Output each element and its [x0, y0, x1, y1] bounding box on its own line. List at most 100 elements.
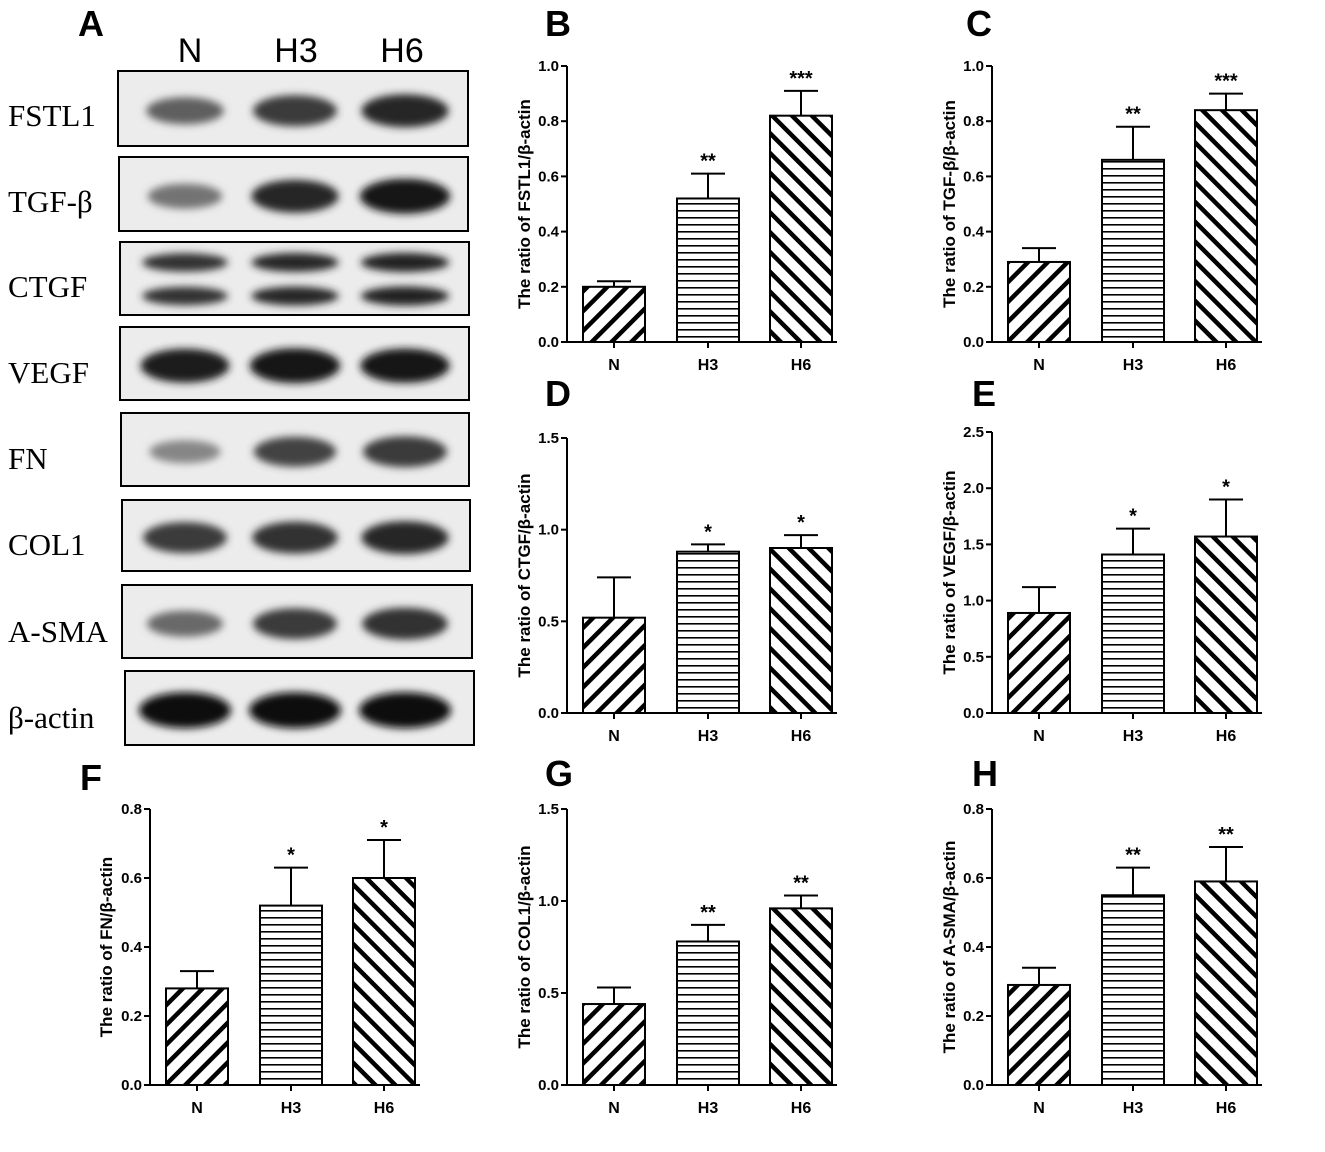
significance-h6: * [1222, 476, 1230, 498]
bar-chart-d: D 0.0 0.5 1.0 1.5 The ratio of CTGF/β-actin N H… [515, 373, 837, 745]
blot-row-ctgf: CTGF [8, 241, 470, 316]
x-tick-label-h6: H6 [1216, 728, 1237, 745]
y-tick-label: 0.6 [963, 168, 984, 185]
y-axis-label: The ratio of CTGF/β-actin [515, 474, 534, 678]
significance-h3: ** [1125, 845, 1141, 867]
bar-chart-c: C 0.0 0.2 0.4 0.6 0.8 1.0 The ratio of TGF-β/β-… [940, 3, 1262, 374]
bar-h3 [676, 550, 740, 715]
y-tick-label: 0.0 [538, 705, 559, 722]
blot-band [360, 286, 450, 306]
y-axis-label: The ratio of VEGF/β-actin [940, 471, 959, 675]
blot-band [149, 440, 221, 464]
blot-row-tgf: TGF-β [8, 156, 469, 232]
y-axis-label: The ratio of A-SMA/β-actin [940, 841, 959, 1054]
blot-row-col1: COL1 [8, 499, 471, 572]
x-tick-label-n: N [608, 357, 620, 374]
blot-row-fn: FN [8, 412, 470, 487]
blot-band [251, 179, 339, 213]
blot-band [251, 253, 339, 272]
blot-row-label: COL1 [8, 527, 86, 562]
panel-letter-f: F [80, 757, 102, 798]
significance-h6: *** [1214, 71, 1238, 93]
y-tick-label: 0.2 [121, 1008, 142, 1025]
x-tick-label-h3: H3 [698, 728, 719, 745]
lane-label-h3: H3 [274, 32, 317, 70]
x-tick-label-h3: H3 [281, 1100, 302, 1117]
y-tick-label: 1.0 [963, 58, 984, 75]
significance-h6: ** [793, 872, 809, 894]
x-tick-label-n: N [1033, 728, 1045, 745]
bar-n [165, 987, 229, 1087]
blot-band [361, 94, 449, 128]
blot-band [139, 692, 231, 729]
x-tick-label-n: N [1033, 357, 1045, 374]
bar-h6 [769, 547, 833, 714]
bar-h6 [352, 877, 416, 1086]
lane-label-h6: H6 [380, 32, 423, 70]
bar-h6 [1194, 535, 1258, 714]
significance-h6: ** [1218, 824, 1234, 846]
x-tick-label-h3: H3 [1123, 1100, 1144, 1117]
y-tick-label: 0.4 [963, 224, 985, 241]
blot-band [147, 183, 223, 209]
blot-band [140, 348, 230, 383]
x-tick-label-h6: H6 [1216, 1100, 1237, 1117]
blot-band [360, 252, 450, 272]
x-tick-label-h3: H3 [1123, 728, 1144, 745]
y-axis-label: The ratio of FN/β-actin [97, 857, 116, 1037]
y-tick-label: 0.8 [963, 801, 984, 818]
blot-row-a-sma: A-SMA [8, 584, 473, 659]
y-tick-label: 0.0 [963, 334, 984, 351]
blot-band [253, 95, 337, 127]
blot-row-label: VEGF [8, 355, 89, 390]
blot-band [249, 692, 341, 729]
x-tick-label-n: N [191, 1100, 203, 1117]
panel-letter-c: C [966, 3, 992, 44]
significance-h6: *** [789, 68, 813, 90]
y-tick-label: 0.6 [963, 870, 984, 887]
y-tick-label: 1.0 [538, 893, 559, 910]
blot-row-label: FN [8, 441, 48, 476]
bar-chart-h: H 0.0 0.2 0.4 0.6 0.8 The ratio of A-SMA/β-act… [940, 753, 1262, 1117]
y-axis-label: The ratio of TGF-β/β-actin [940, 100, 959, 308]
x-tick-label-h3: H3 [698, 1100, 719, 1117]
blot-band [142, 253, 228, 272]
blot-band [360, 348, 450, 383]
x-tick-label-h6: H6 [791, 728, 812, 745]
blot-row-label: CTGF [8, 269, 87, 304]
significance-h3: * [704, 521, 712, 543]
y-tick-label: 0.5 [963, 649, 984, 666]
bar-h6 [769, 907, 833, 1086]
blot-row-fstl1: FSTL1 [8, 70, 469, 147]
bar-h3 [1101, 553, 1165, 714]
bar-chart-g: G 0.0 0.5 1.0 1.5 The ratio of COL1/β-actin N H… [515, 753, 837, 1117]
significance-h3: ** [1125, 104, 1141, 126]
y-tick-label: 0.0 [963, 705, 984, 722]
significance-h6: * [380, 817, 388, 839]
y-tick-label: 0.4 [121, 939, 143, 956]
panel-letter-e: E [972, 373, 996, 414]
blot-band [363, 436, 447, 468]
y-tick-label: 0.8 [963, 113, 984, 130]
bar-n [582, 285, 646, 343]
bar-n [582, 1003, 646, 1086]
bar-chart-f: F 0.0 0.2 0.4 0.6 0.8 The ratio of FN/β-actin N… [80, 757, 420, 1117]
y-tick-label: 0.4 [963, 939, 985, 956]
y-tick-label: 0.6 [121, 870, 142, 887]
y-axis-label: The ratio of FSTL1/β-actin [515, 99, 534, 309]
blot-row-actin: β-actin [8, 670, 475, 746]
x-tick-label-h6: H6 [791, 357, 812, 374]
y-tick-label: 0.0 [538, 334, 559, 351]
blot-row-label: FSTL1 [8, 98, 96, 133]
x-tick-label-h6: H6 [374, 1100, 395, 1117]
bar-h3 [676, 940, 740, 1086]
y-tick-label: 0.5 [538, 985, 559, 1002]
x-tick-label-n: N [1033, 1100, 1045, 1117]
blot-band [143, 522, 227, 554]
y-tick-label: 1.0 [538, 58, 559, 75]
bar-h6 [1194, 109, 1258, 343]
x-tick-label-n: N [608, 1100, 620, 1117]
blot-band [359, 178, 451, 214]
significance-h3: ** [700, 151, 716, 173]
y-tick-label: 0.5 [538, 613, 559, 630]
